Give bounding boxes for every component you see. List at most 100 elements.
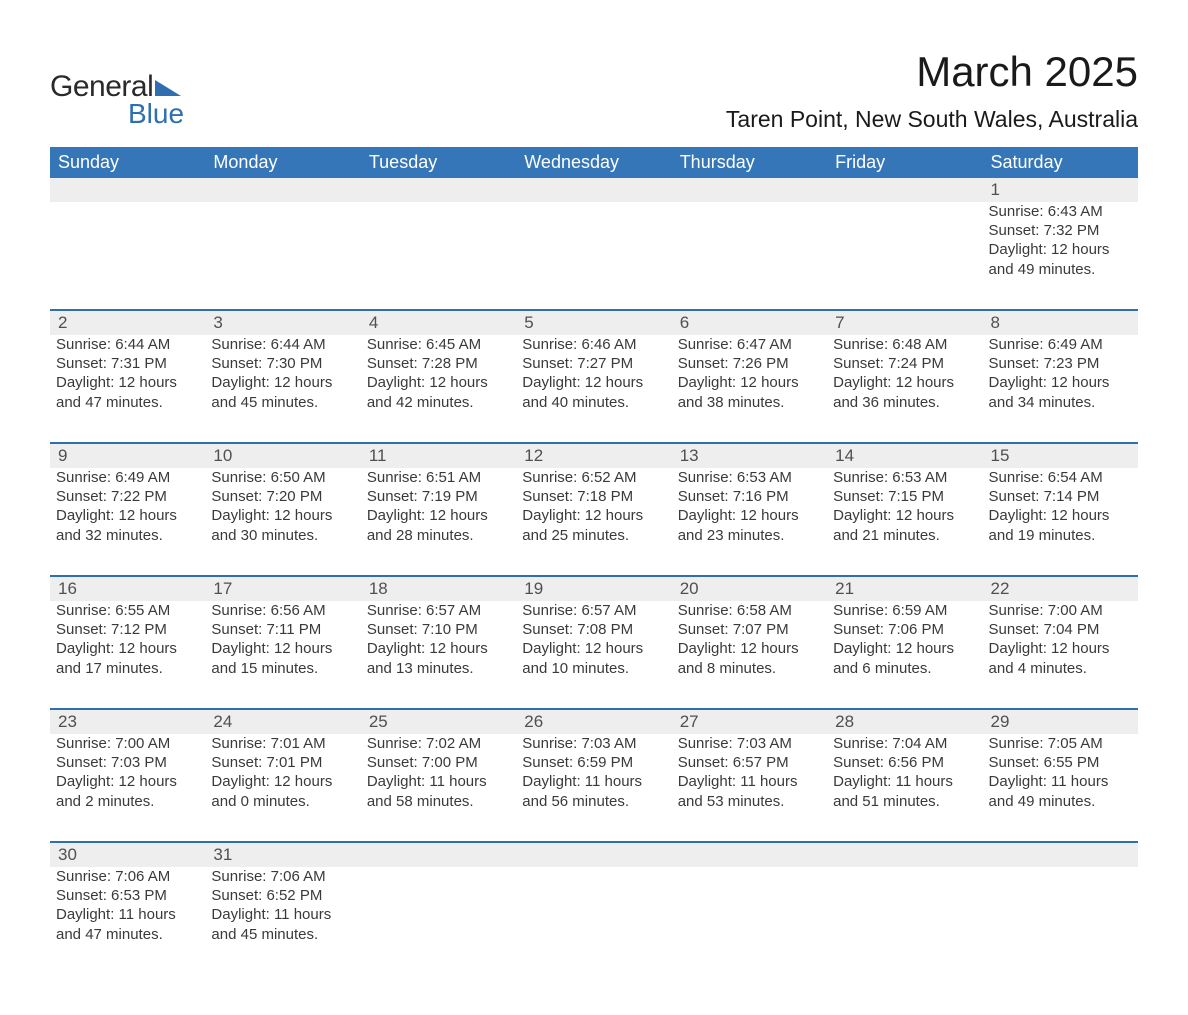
day-number-cell: 18 [361, 576, 516, 601]
sunrise-text: Sunrise: 7:03 AM [678, 734, 821, 753]
sunrise-text: Sunrise: 6:45 AM [367, 335, 510, 354]
day-number-cell [516, 842, 671, 867]
day-number-cell: 24 [205, 709, 360, 734]
sunrise-text: Sunrise: 6:51 AM [367, 468, 510, 487]
daylight-text: and 56 minutes. [522, 792, 665, 811]
weekday-header: Tuesday [361, 147, 516, 178]
day-cell: Sunrise: 6:58 AMSunset: 7:07 PMDaylight:… [672, 601, 827, 709]
daylight-text: and 32 minutes. [56, 526, 199, 545]
daylight-text: Daylight: 12 hours [211, 772, 354, 791]
sunrise-text: Sunrise: 7:06 AM [56, 867, 199, 886]
day-number-cell: 3 [205, 310, 360, 335]
daylight-text: Daylight: 12 hours [367, 506, 510, 525]
day-number-cell: 9 [50, 443, 205, 468]
daylight-text: Daylight: 12 hours [833, 639, 976, 658]
daylight-text: and 17 minutes. [56, 659, 199, 678]
day-number-cell [672, 842, 827, 867]
day-number-cell: 31 [205, 842, 360, 867]
daylight-text: and 13 minutes. [367, 659, 510, 678]
daylight-text: Daylight: 12 hours [522, 373, 665, 392]
daylight-text: Daylight: 12 hours [678, 373, 821, 392]
day-number-cell [205, 178, 360, 202]
day-number-cell: 14 [827, 443, 982, 468]
day-number-cell: 25 [361, 709, 516, 734]
sunset-text: Sunset: 7:32 PM [989, 221, 1132, 240]
day-cell [361, 202, 516, 310]
day-number-cell: 28 [827, 709, 982, 734]
sunset-text: Sunset: 7:18 PM [522, 487, 665, 506]
daylight-text: Daylight: 12 hours [211, 373, 354, 392]
logo-triangle-icon [155, 78, 181, 96]
sunset-text: Sunset: 7:11 PM [211, 620, 354, 639]
day-content-row: Sunrise: 7:00 AMSunset: 7:03 PMDaylight:… [50, 734, 1138, 842]
sunset-text: Sunset: 7:07 PM [678, 620, 821, 639]
day-cell [672, 202, 827, 310]
sunrise-text: Sunrise: 6:44 AM [211, 335, 354, 354]
daylight-text: and 6 minutes. [833, 659, 976, 678]
day-content-row: Sunrise: 6:43 AMSunset: 7:32 PMDaylight:… [50, 202, 1138, 310]
daylight-text: and 28 minutes. [367, 526, 510, 545]
day-cell: Sunrise: 6:56 AMSunset: 7:11 PMDaylight:… [205, 601, 360, 709]
sunrise-text: Sunrise: 6:54 AM [989, 468, 1132, 487]
day-number-cell: 23 [50, 709, 205, 734]
day-number-row: 9101112131415 [50, 443, 1138, 468]
daylight-text: Daylight: 12 hours [989, 639, 1132, 658]
day-cell: Sunrise: 6:55 AMSunset: 7:12 PMDaylight:… [50, 601, 205, 709]
daylight-text: Daylight: 12 hours [367, 373, 510, 392]
sunrise-text: Sunrise: 6:48 AM [833, 335, 976, 354]
day-content-row: Sunrise: 6:44 AMSunset: 7:31 PMDaylight:… [50, 335, 1138, 443]
location-text: Taren Point, New South Wales, Australia [726, 106, 1138, 133]
sunset-text: Sunset: 7:28 PM [367, 354, 510, 373]
day-cell: Sunrise: 6:44 AMSunset: 7:30 PMDaylight:… [205, 335, 360, 443]
day-number-cell: 6 [672, 310, 827, 335]
daylight-text: and 23 minutes. [678, 526, 821, 545]
weekday-header: Wednesday [516, 147, 671, 178]
daylight-text: and 45 minutes. [211, 393, 354, 412]
daylight-text: and 40 minutes. [522, 393, 665, 412]
daylight-text: Daylight: 11 hours [56, 905, 199, 924]
day-number-cell: 5 [516, 310, 671, 335]
sunrise-text: Sunrise: 6:56 AM [211, 601, 354, 620]
sunset-text: Sunset: 7:30 PM [211, 354, 354, 373]
weekday-header: Monday [205, 147, 360, 178]
day-number-cell: 2 [50, 310, 205, 335]
day-number-cell [827, 178, 982, 202]
daylight-text: Daylight: 12 hours [367, 639, 510, 658]
sunrise-text: Sunrise: 7:06 AM [211, 867, 354, 886]
daylight-text: Daylight: 12 hours [833, 373, 976, 392]
daylight-text: Daylight: 11 hours [833, 772, 976, 791]
sunrise-text: Sunrise: 7:01 AM [211, 734, 354, 753]
day-cell: Sunrise: 6:52 AMSunset: 7:18 PMDaylight:… [516, 468, 671, 576]
day-number-row: 3031 [50, 842, 1138, 867]
sunrise-text: Sunrise: 7:00 AM [989, 601, 1132, 620]
day-number-row: 23242526272829 [50, 709, 1138, 734]
day-number-cell: 19 [516, 576, 671, 601]
sunrise-text: Sunrise: 6:52 AM [522, 468, 665, 487]
day-number-cell: 12 [516, 443, 671, 468]
daylight-text: Daylight: 12 hours [678, 639, 821, 658]
month-title: March 2025 [726, 48, 1138, 96]
day-number-cell: 30 [50, 842, 205, 867]
day-cell: Sunrise: 6:45 AMSunset: 7:28 PMDaylight:… [361, 335, 516, 443]
sunrise-text: Sunrise: 6:43 AM [989, 202, 1132, 221]
header: General Blue March 2025 Taren Point, New… [50, 40, 1138, 133]
day-cell: Sunrise: 7:00 AMSunset: 7:04 PMDaylight:… [983, 601, 1138, 709]
day-number-cell: 22 [983, 576, 1138, 601]
sunrise-text: Sunrise: 7:05 AM [989, 734, 1132, 753]
day-number-cell: 8 [983, 310, 1138, 335]
weekday-header: Sunday [50, 147, 205, 178]
daylight-text: Daylight: 11 hours [678, 772, 821, 791]
daylight-text: and 4 minutes. [989, 659, 1132, 678]
sunrise-text: Sunrise: 7:02 AM [367, 734, 510, 753]
sunrise-text: Sunrise: 6:53 AM [833, 468, 976, 487]
sunrise-text: Sunrise: 7:04 AM [833, 734, 976, 753]
daylight-text: and 0 minutes. [211, 792, 354, 811]
sunrise-text: Sunrise: 6:55 AM [56, 601, 199, 620]
sunset-text: Sunset: 6:56 PM [833, 753, 976, 772]
day-cell [827, 202, 982, 310]
day-cell: Sunrise: 6:47 AMSunset: 7:26 PMDaylight:… [672, 335, 827, 443]
sunset-text: Sunset: 7:22 PM [56, 487, 199, 506]
day-cell: Sunrise: 7:03 AMSunset: 6:57 PMDaylight:… [672, 734, 827, 842]
daylight-text: Daylight: 12 hours [989, 240, 1132, 259]
sunrise-text: Sunrise: 6:44 AM [56, 335, 199, 354]
